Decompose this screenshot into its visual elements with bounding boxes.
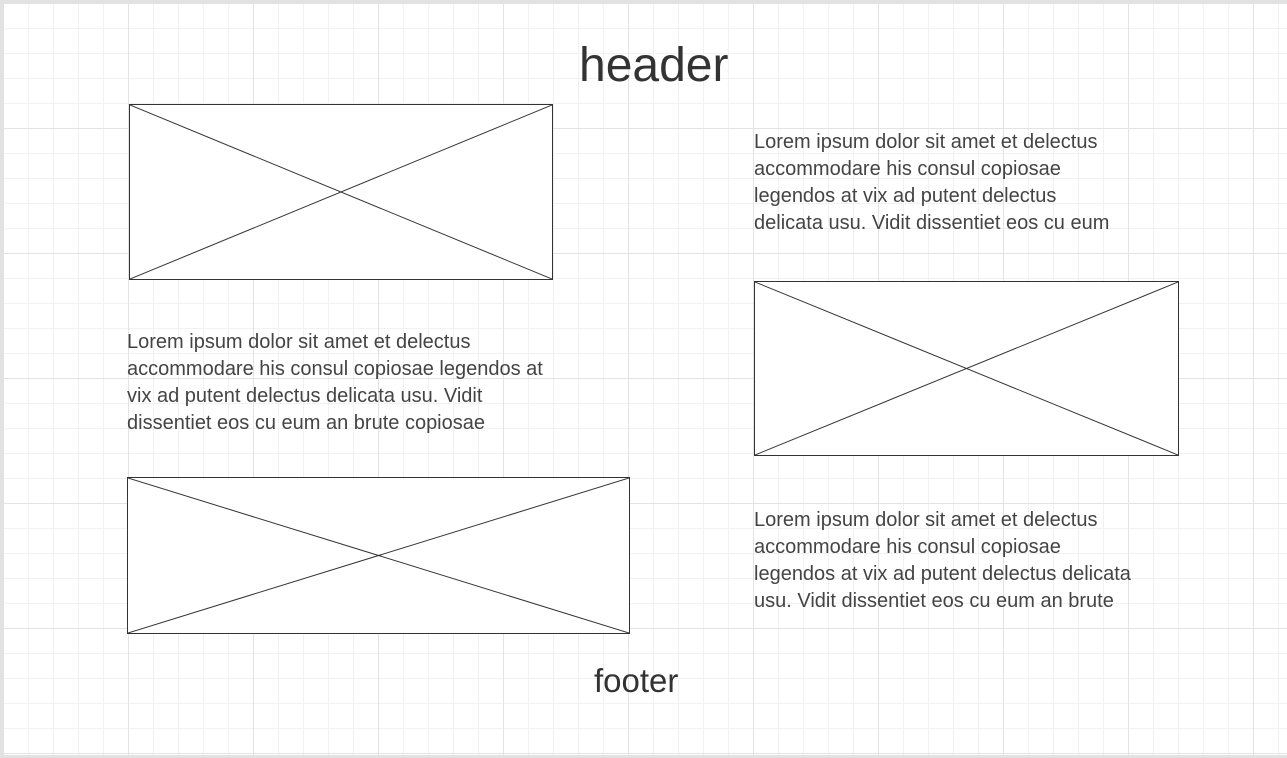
header-label: header: [579, 38, 728, 94]
image-placeholder-icon: [755, 282, 1178, 455]
paragraph-2[interactable]: Lorem ipsum dolor sit amet et delectus a…: [127, 329, 617, 437]
paragraph-3[interactable]: Lorem ipsum dolor sit amet et delectus a…: [754, 507, 1194, 615]
paragraph-1[interactable]: Lorem ipsum dolor sit amet et delectus a…: [754, 129, 1194, 237]
image-placeholder-icon: [130, 105, 552, 279]
footer-label: footer: [594, 661, 678, 701]
wireframe-canvas: header Lorem ipsum dolor sit amet et del…: [4, 4, 1287, 755]
image-placeholder-2[interactable]: [754, 281, 1179, 456]
image-placeholder-3[interactable]: [127, 477, 630, 634]
image-placeholder-1[interactable]: [129, 104, 553, 280]
image-placeholder-icon: [128, 478, 629, 633]
